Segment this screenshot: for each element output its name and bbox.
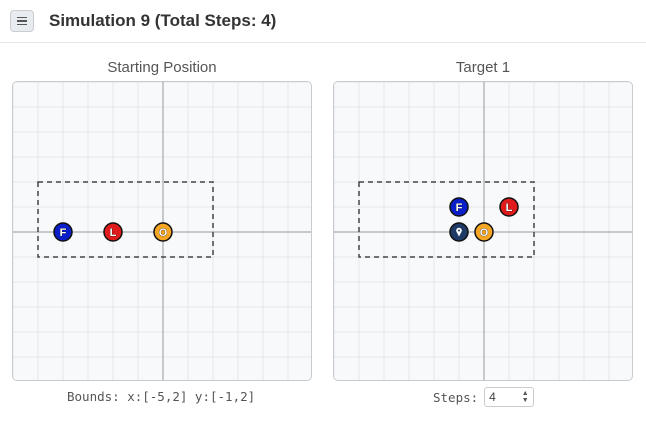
menu-button[interactable] [10,10,34,32]
chevron-up-icon[interactable]: ▲ [521,390,529,397]
location-pin-icon [456,227,462,237]
piece-label: F [60,227,67,239]
piece-l: L [499,197,519,217]
hamburger-menu-icon [17,16,27,26]
piece-pin-marker [449,222,469,242]
piece-f: F [449,197,469,217]
page-title: Simulation 9 (Total Steps: 4) [49,11,277,30]
piece-label: O [480,227,489,239]
steps-spinner[interactable]: ▲ ▼ [519,390,531,404]
steps-input[interactable]: 4 ▲ ▼ [484,387,535,407]
panel-title-start: Starting Position [107,59,217,76]
bounds-rect [358,181,535,258]
steps-control: Steps: 4 ▲ ▼ [433,387,535,407]
target-grid-svg: F L O [334,82,632,380]
piece-label: L [110,227,117,239]
bounds-text: Bounds: x:[-5,2] y:[-1,2] [67,389,256,404]
chevron-down-icon[interactable]: ▼ [521,397,529,404]
steps-value: 4 [489,390,496,404]
piece-o: O [153,222,173,242]
piece-f: F [53,222,73,242]
panel-title-target: Target 1 [455,59,511,76]
header-bar: Simulation 9 (Total Steps: 4) [0,0,646,43]
target-grid: F L O [333,81,633,381]
piece-label: F [456,202,463,214]
steps-label: Steps: [433,389,479,405]
piece-o: O [474,222,494,242]
piece-label: L [506,202,513,214]
piece-l: L [103,222,123,242]
bounds-rect [37,181,214,258]
piece-label: O [159,227,168,239]
